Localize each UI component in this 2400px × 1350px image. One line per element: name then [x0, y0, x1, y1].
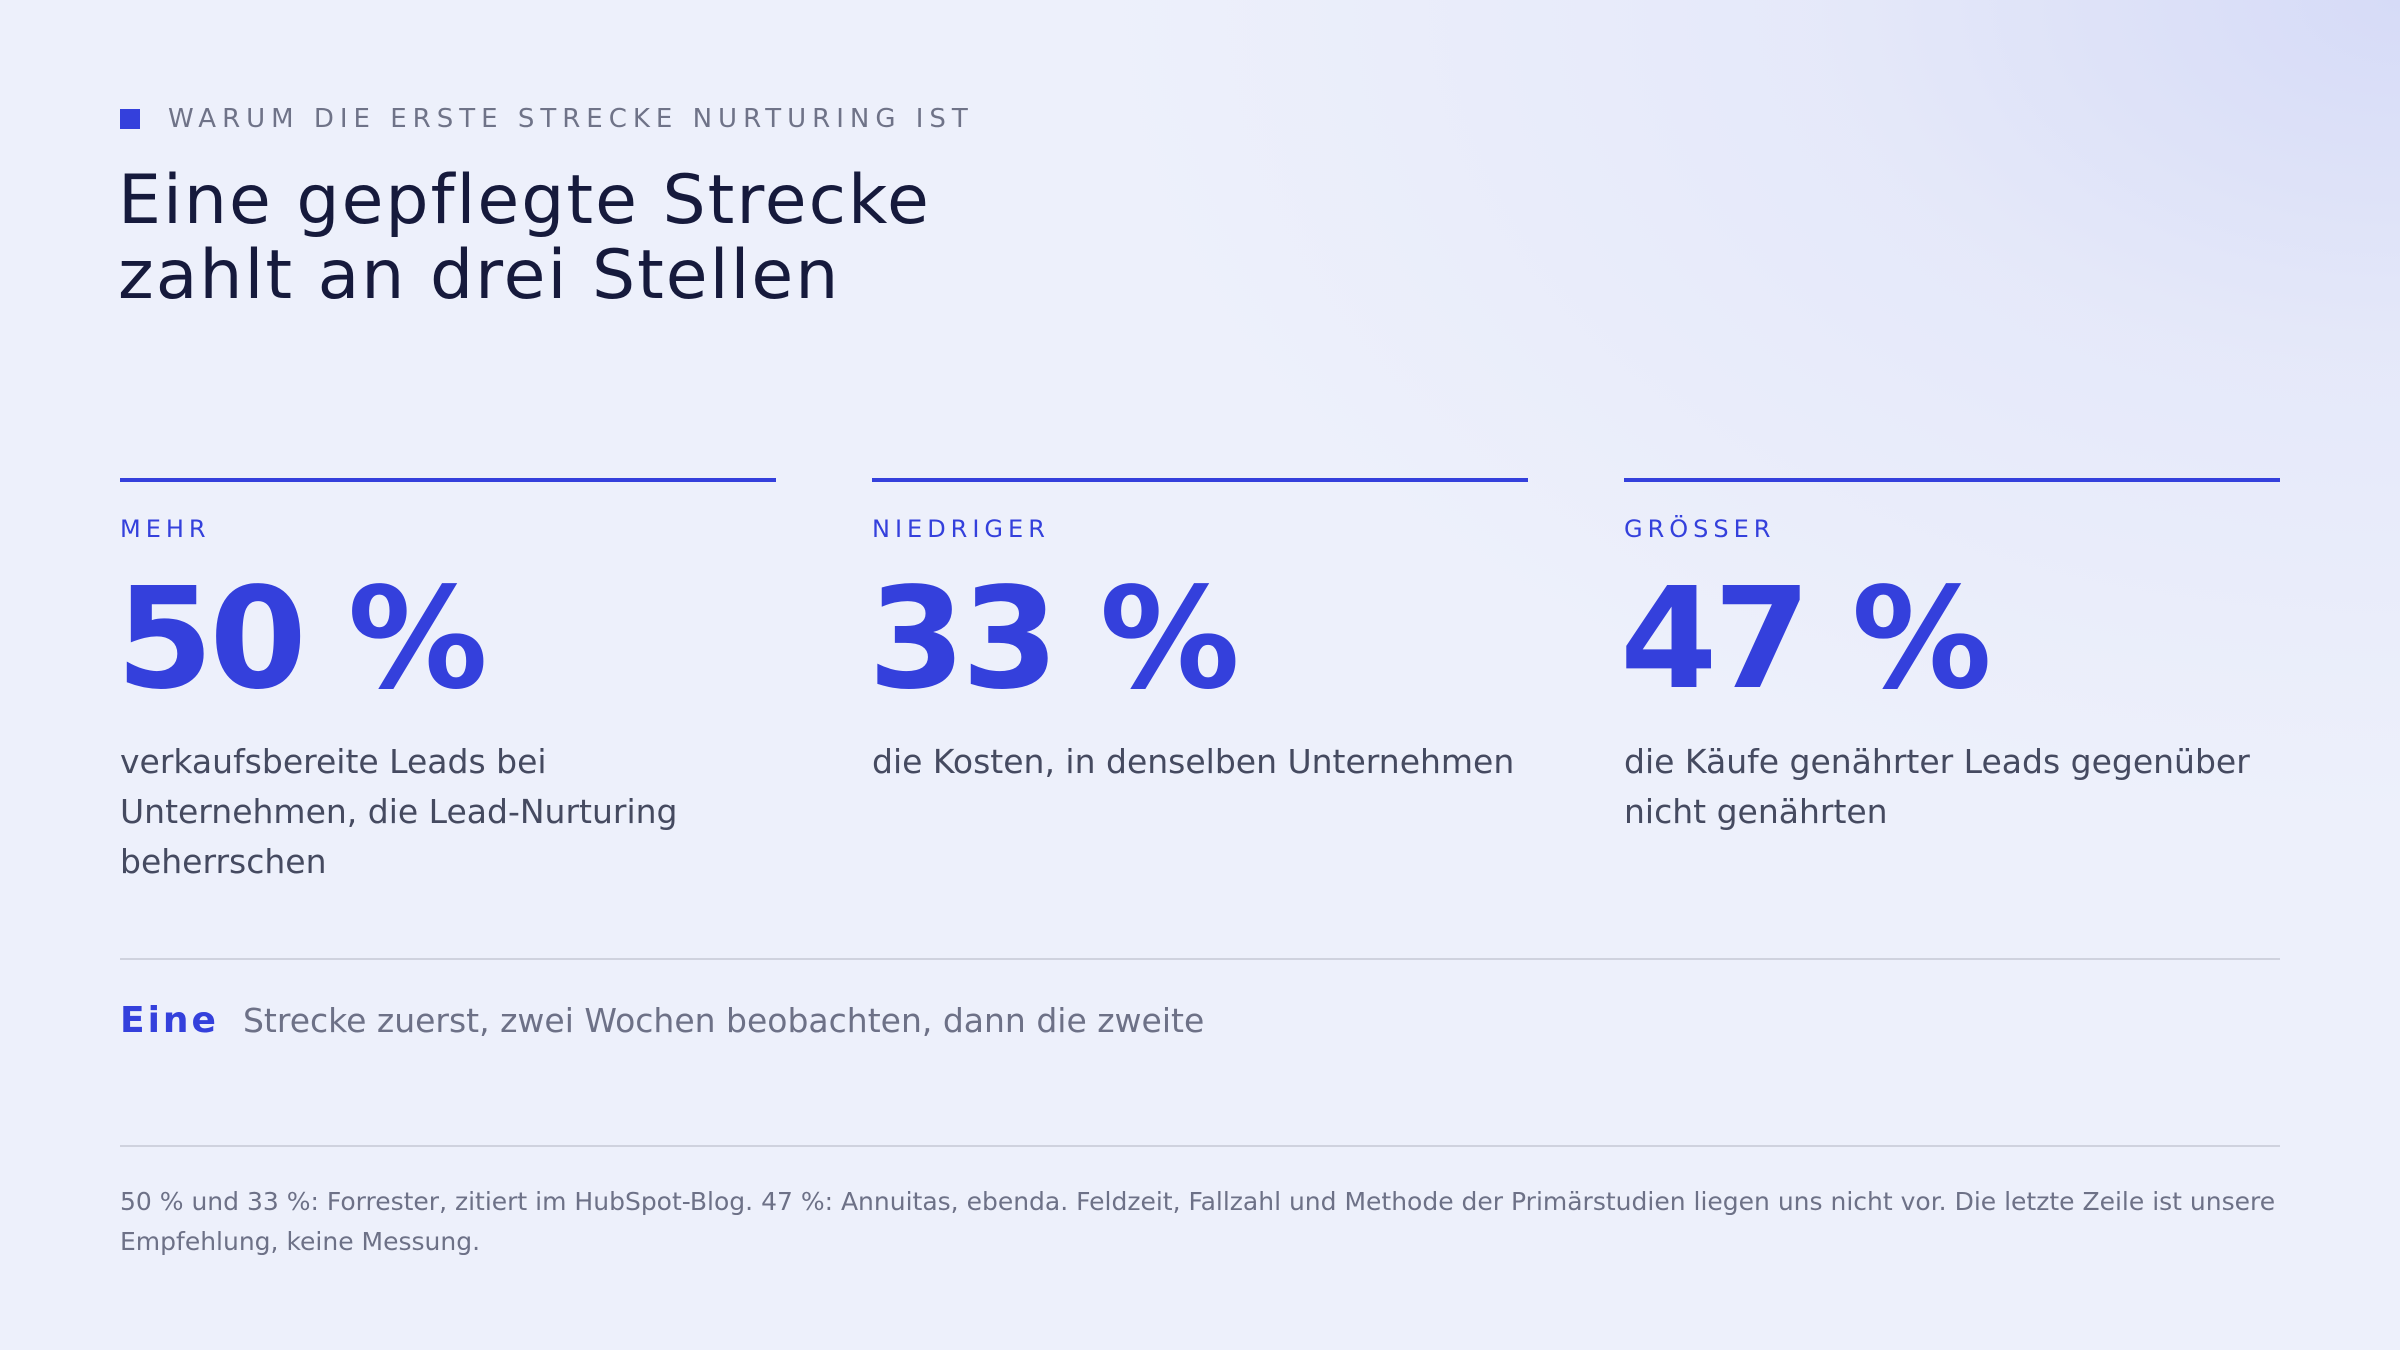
stat-description: verkaufsbereite Leads bei Unternehmen, d… — [120, 742, 678, 881]
stat-card-niedriger: NIEDRIGER 33 % die Kosten, in denselben … — [868, 478, 1528, 787]
stat-card-groesser: GRÖSSER 47 % die Käufe genährter Leads g… — [1620, 478, 2280, 837]
stat-description: die Käufe genährter Leads gegenüber nich… — [1624, 742, 2250, 831]
square-bullet-icon — [120, 109, 140, 129]
page-title: Eine gepflegte Strecke zahlt an drei Ste… — [118, 163, 1318, 313]
stat-label: NIEDRIGER — [872, 515, 1050, 543]
title-line-1: Eine gepflegte Strecke — [118, 161, 931, 240]
stat-value: 50 % — [116, 558, 488, 721]
recommendation-key: Eine — [120, 1000, 219, 1041]
stat-divider — [120, 478, 776, 482]
recommendation-text: Strecke zuerst, zwei Wochen beobachten, … — [242, 1001, 1205, 1040]
footnote-divider — [120, 1145, 2280, 1147]
stat-label: GRÖSSER — [1624, 515, 1776, 543]
recommendation: Eine Strecke zuerst, zwei Wochen beobach… — [120, 1000, 1204, 1041]
eyebrow-text: WARUM DIE ERSTE STRECKE NURTURING IST — [168, 104, 974, 134]
footnote: 50 % und 33 %: Forrester, zitiert im Hub… — [120, 1187, 2276, 1256]
stat-description: die Kosten, in denselben Unternehmen — [872, 742, 1515, 781]
section-divider — [120, 958, 2280, 960]
stat-divider — [872, 478, 1528, 482]
stat-label: MEHR — [120, 515, 211, 543]
stat-value: 33 % — [868, 558, 1240, 721]
stat-divider — [1624, 478, 2280, 482]
stat-card-mehr: MEHR 50 % verkaufsbereite Leads bei Unte… — [116, 478, 776, 887]
title-line-2: zahlt an drei Stellen — [118, 236, 841, 315]
eyebrow: WARUM DIE ERSTE STRECKE NURTURING IST — [120, 104, 974, 134]
stat-value: 47 % — [1620, 558, 1992, 721]
